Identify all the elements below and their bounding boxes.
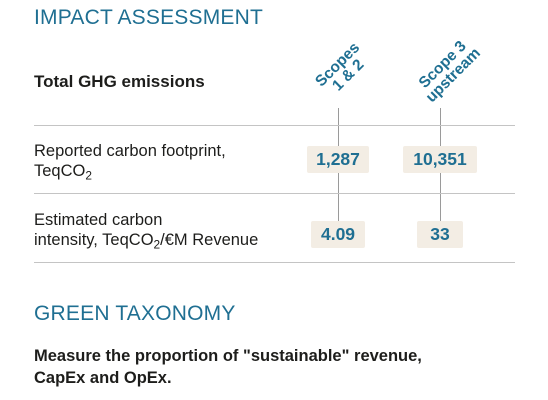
impact-assessment-title: IMPACT ASSESSMENT xyxy=(34,6,264,29)
column-header-scopes-1-2: Scopes 1 & 2 xyxy=(312,39,368,95)
column-connector-line xyxy=(338,108,339,239)
table-divider xyxy=(34,125,515,126)
green-taxonomy-description: Measure the proportion of "sustainable" … xyxy=(34,347,422,387)
table-divider xyxy=(34,193,515,194)
table-title: Total GHG emissions xyxy=(34,72,205,91)
value-intensity-scopes-1-2: 4.09 xyxy=(311,221,365,248)
table-divider xyxy=(34,262,515,263)
row-label-reported-carbon-footprint: Reported carbon footprint, TeqCO2 xyxy=(34,142,226,183)
column-connector-line xyxy=(440,108,441,239)
value-reported-scopes-1-2: 1,287 xyxy=(307,146,369,173)
row-label-estimated-carbon-intensity: Estimated carbon intensity, TeqCO2/€M Rev… xyxy=(34,211,259,252)
column-header-scope-3-upstream: Scope 3 upstream xyxy=(415,37,484,106)
value-intensity-scope-3: 33 xyxy=(417,221,463,248)
value-reported-scope-3: 10,351 xyxy=(403,146,477,173)
green-taxonomy-title: GREEN TAXONOMY xyxy=(34,302,236,325)
